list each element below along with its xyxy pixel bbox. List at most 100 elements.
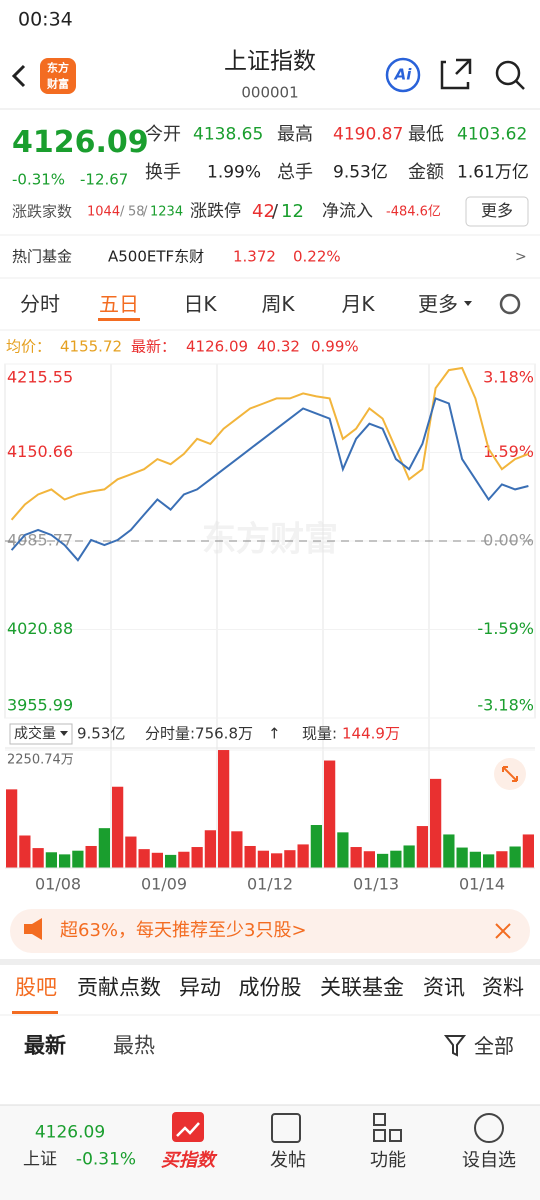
- close-icon[interactable]: [495, 923, 511, 939]
- chart-tab[interactable]: 分时: [20, 292, 60, 316]
- volume-select[interactable]: [9, 723, 73, 745]
- volume-bar: [403, 845, 415, 868]
- func-icon[interactable]: [389, 1129, 402, 1142]
- nav-item[interactable]: 买指数: [161, 1150, 215, 1171]
- nav-item[interactable]: 发帖: [270, 1150, 306, 1171]
- volume-bar: [112, 786, 124, 868]
- volume-bar: [6, 789, 18, 868]
- x-tick-label: 01/13: [353, 875, 399, 894]
- banner-bg[interactable]: [10, 909, 530, 953]
- search-icon[interactable]: [515, 80, 525, 90]
- volume-bar: [377, 853, 389, 868]
- limit-down: 12: [281, 201, 304, 222]
- limit-sep: /: [272, 201, 279, 222]
- y2-tick-label: 0.00%: [483, 531, 534, 550]
- content-tab[interactable]: 贡献点数: [77, 975, 161, 1000]
- bottom-nav-bg: [0, 1105, 540, 1200]
- buy-icon[interactable]: [172, 1112, 204, 1142]
- volume-bar: [310, 825, 322, 868]
- price-line: [10, 397, 529, 562]
- watch-icon[interactable]: [474, 1113, 504, 1143]
- volume-bar: [125, 836, 137, 868]
- breadth-value: 58: [128, 204, 145, 220]
- page-title: 上证指数: [224, 48, 316, 75]
- content-tab[interactable]: 异动: [179, 975, 221, 1000]
- tab-indicator: [12, 1011, 58, 1014]
- banner-text[interactable]: 超63%，每天推荐至少3只股>: [60, 920, 307, 941]
- volume-bar: [32, 848, 44, 868]
- y2-tick-label: -3.18%: [477, 696, 534, 715]
- stat-label: 今开: [145, 124, 181, 145]
- sort-latest[interactable]: 最新: [24, 1033, 66, 1058]
- stat-label: 最高: [277, 124, 313, 145]
- inflow-label: 净流入: [322, 201, 373, 222]
- ai-text[interactable]: Ai: [394, 65, 412, 84]
- stat-label: 最低: [408, 124, 444, 145]
- last-label: 最新：: [131, 337, 177, 356]
- chart-tab[interactable]: 周K: [261, 292, 295, 316]
- volume-bar: [456, 847, 468, 868]
- y-tick-label: 4150.66: [7, 442, 73, 461]
- volume-bar: [297, 844, 309, 868]
- y-tick-label: 4085.77: [7, 531, 73, 550]
- content-tab[interactable]: 资料: [482, 975, 524, 1000]
- stat-value: 4190.87: [333, 124, 404, 145]
- v-tick-label: 2250.74万: [7, 753, 74, 768]
- content-tab[interactable]: 关联基金: [320, 975, 404, 1000]
- search-icon[interactable]: [495, 60, 521, 86]
- logo-text: 东方: [47, 61, 69, 75]
- volume-bar: [204, 830, 216, 868]
- stat-label: 金额: [408, 162, 444, 183]
- volume-select[interactable]: 成交量: [14, 726, 56, 742]
- func-icon[interactable]: [373, 1129, 386, 1142]
- func-icon[interactable]: [373, 1113, 386, 1126]
- sort-filter[interactable]: 全部: [474, 1034, 514, 1058]
- chart-tab[interactable]: 更多: [418, 292, 458, 316]
- content-tab[interactable]: 股吧: [15, 975, 57, 1000]
- volume-bar: [416, 826, 428, 868]
- chart-tab[interactable]: 五日: [99, 292, 139, 316]
- tab-indicator: [98, 318, 140, 321]
- buy-glyph: [176, 1122, 200, 1137]
- post-icon[interactable]: [271, 1113, 301, 1143]
- share-icon[interactable]: [440, 58, 472, 90]
- volume-total: 9.53亿: [77, 724, 126, 743]
- dropdown-arrow: [464, 301, 472, 306]
- stat-value: 4138.65: [193, 124, 264, 145]
- chart-tab[interactable]: 日K: [183, 292, 217, 316]
- volume-bar: [350, 847, 362, 868]
- sort-hot[interactable]: 最热: [113, 1033, 155, 1058]
- chart-tab[interactable]: 月K: [341, 292, 375, 316]
- hot-fund-pct: 0.22%: [293, 247, 341, 266]
- change: -12.67: [80, 170, 129, 189]
- hot-fund-arrow[interactable]: >: [515, 249, 527, 265]
- y-tick-label: 3955.99: [7, 696, 73, 715]
- change-pct: -0.31%: [12, 170, 66, 189]
- volume-bar: [72, 850, 84, 868]
- volume-bar: [390, 850, 402, 868]
- x-tick-label: 01/08: [35, 875, 81, 894]
- back-icon[interactable]: [11, 64, 26, 88]
- more-button[interactable]: [465, 196, 529, 227]
- now-volume: 144.9万: [342, 724, 400, 743]
- stat-label: 换手: [145, 162, 181, 183]
- volume-bar: [151, 852, 163, 868]
- volume-bar: [191, 847, 203, 868]
- nav-item[interactable]: 设自选: [462, 1150, 516, 1171]
- nav-item[interactable]: 功能: [370, 1150, 406, 1171]
- settings-icon[interactable]: [499, 293, 521, 315]
- nav-price: 4126.09: [34, 1122, 106, 1143]
- chg-value: 40.32: [257, 337, 300, 356]
- volume-bar: [257, 850, 269, 868]
- stat-value: 9.53亿: [333, 162, 388, 183]
- content-tab[interactable]: 资讯: [423, 975, 465, 1000]
- ai-button[interactable]: [385, 57, 421, 93]
- volume-bar: [231, 831, 243, 868]
- breadth-label: 涨跌家数: [12, 202, 73, 221]
- hot-fund-name[interactable]: A500ETF东财: [108, 247, 205, 266]
- breadth-value: 1044: [87, 204, 121, 220]
- more-button[interactable]: 更多: [480, 201, 514, 220]
- content-tab[interactable]: 成份股: [238, 975, 302, 1000]
- banner-icon: [24, 918, 42, 940]
- last-price: 4126.09: [12, 125, 149, 160]
